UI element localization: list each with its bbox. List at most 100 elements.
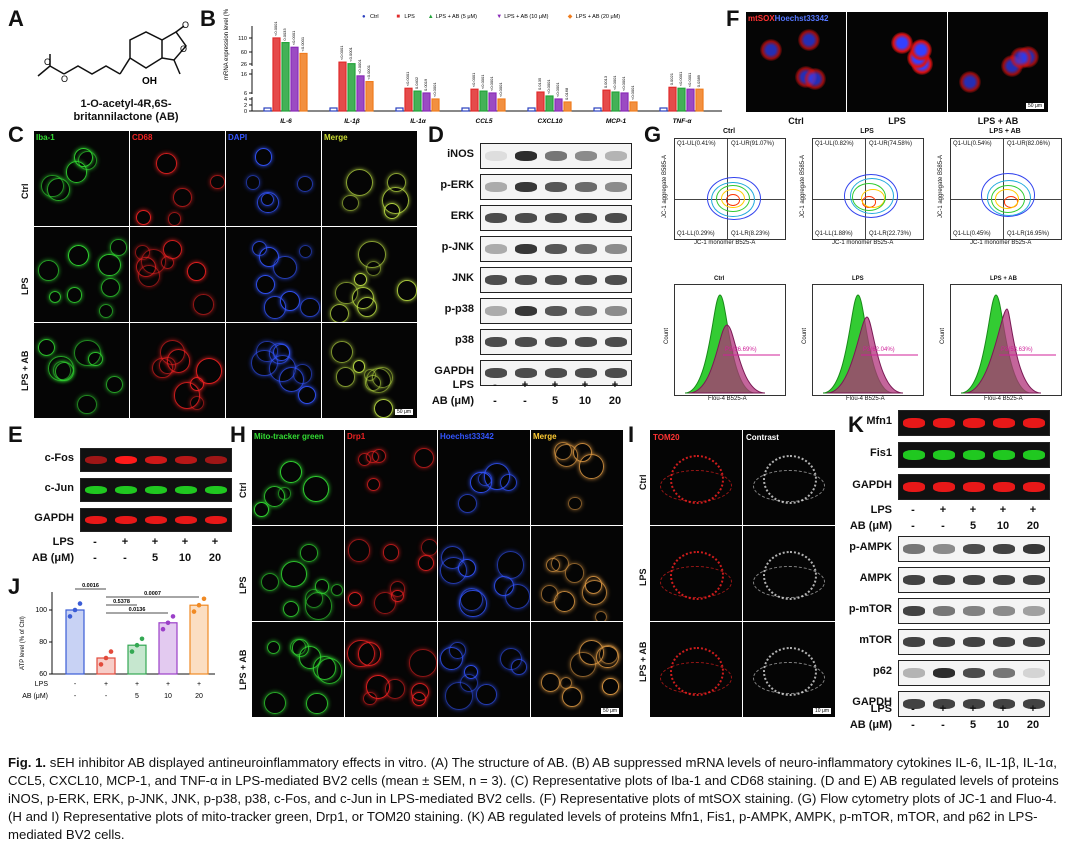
chart-b-bar-fill [348,63,355,111]
i-image: 10 μm [743,622,835,717]
chart-b-bar-fill [498,99,505,111]
g-xaxis-top: JC-1 monomer B525-A [832,240,894,246]
ab-treatment: 5 [151,552,159,564]
chart-b-pvalue: <0.0001 [348,46,353,61]
panel-label-i: I [628,422,635,447]
svg-text:O: O [61,74,68,84]
blot-strip [480,329,632,355]
lps-treatment: + [121,536,129,548]
chart-j-lps-value: + [104,681,108,688]
blot-band [604,368,628,378]
chart-b-pvalue: <0.0001 [555,82,560,97]
cell-mark [38,339,56,357]
ab-row-label: AB (μM) [849,520,892,532]
chart-b-legend-entry: LPS + AB (10 μM) [504,14,548,20]
h-image [438,622,530,717]
lps-treatment: - [93,536,97,548]
blot-band [902,575,926,585]
cell-mark [331,584,344,597]
cell-mark [259,246,280,268]
blot-strip [80,508,232,532]
chart-b-bar-fill [480,91,487,111]
blot-band [992,668,1016,678]
cell-mark [335,367,356,387]
g-yaxis-bot: Count [664,327,670,344]
cell-mark [396,280,417,302]
f-title-mtsox: mtSOX [748,14,775,23]
blot-band [1022,606,1046,616]
channel-label: TOM20 [653,433,680,442]
oh-label: OH [142,76,157,87]
quad-ur: Q1-UR(91.07%) [731,141,775,147]
blot-strip [480,143,632,169]
chart-b-legend-entry: LPS + AB (20 μM) [576,14,620,20]
chart-j-ab-value: 20 [195,693,203,700]
chart-b-pvalue: 0.0019 [423,78,428,91]
cell-mark [890,31,913,54]
cell-mark [68,244,90,267]
lps-treatment: + [551,379,559,391]
chart-j-lps-value: + [135,681,139,688]
chart-j-point [103,655,109,661]
chart-j-point [139,636,145,642]
blot-band [574,275,598,285]
chart-b-legend-marker: ▼ [496,14,502,20]
density-contour [981,173,1036,217]
g-xaxis-bot: Flou-4 B525-A [708,396,747,402]
blot-band [932,575,956,585]
cell-mark [256,275,276,295]
blot-label: iNOS [447,148,474,160]
ab-treatment: 20 [1026,520,1040,532]
f-title-hoechst: Hoechst33342 [774,14,829,23]
quad-ll: Q1-LL(1.88%) [815,231,853,237]
g-scatter: Q1-UL(0.82%) Q1-UR(74.58%) Q1-LL(1.88%) Q1-… [812,138,924,240]
chart-b-legend-marker: ■ [396,14,400,20]
chart-b-bar [329,107,338,112]
cell-mark [300,544,318,562]
chart-b-legend-entry: Ctrl [370,14,379,20]
c-image [130,323,225,418]
ab-structure: O O O O OH [37,20,189,87]
blot-band [484,368,508,378]
cell-mark [909,38,932,61]
c-image [130,227,225,322]
chart-j-point [196,602,202,608]
cell-mark [298,386,317,405]
panel-label-e: E [8,422,23,447]
chart-b-ytick: 2 [244,103,247,109]
f-image: 50 μm [948,12,1048,112]
blot-band [574,151,598,161]
blot-band [962,575,986,585]
g-yaxis-top: JC-1 aggregate B585-A [938,154,944,218]
lps-row-label: LPS [870,504,892,516]
chart-j-bar [189,604,209,675]
blot-strip [898,598,1050,624]
cell-mark [372,449,387,464]
chart-b-bar-fill [669,87,676,111]
chart-b-pvalue: <0.0001 [405,71,410,86]
chart-j-lps-value: + [197,681,201,688]
lps-treatment: + [999,703,1007,715]
chart-b-bar-fill [678,88,685,111]
chart-j-point [165,620,171,626]
blot-band [962,482,986,492]
blot-band [992,575,1016,585]
hist-svg [684,294,780,394]
blot-label: p-JNK [441,241,474,253]
chart-b-legend-marker: ● [362,14,366,20]
cell-mark [292,364,312,384]
blot-label: GAPDH [34,512,74,524]
cell-mark [412,692,427,707]
cell-mark [173,381,201,409]
blot-band [84,515,108,525]
chart-b-bar-fill [300,53,307,111]
cell-mark [496,551,525,579]
chart-b-category: CCL5 [476,118,493,125]
cell-mark [382,544,399,561]
cell-mark [300,298,320,318]
chart-b-ylabel: mRNA expression level (% of Ctrl) [224,8,230,80]
cell-mark [385,678,405,699]
panel-label-k: K [848,412,864,437]
blot-strip [480,174,632,200]
h-image [531,526,623,621]
